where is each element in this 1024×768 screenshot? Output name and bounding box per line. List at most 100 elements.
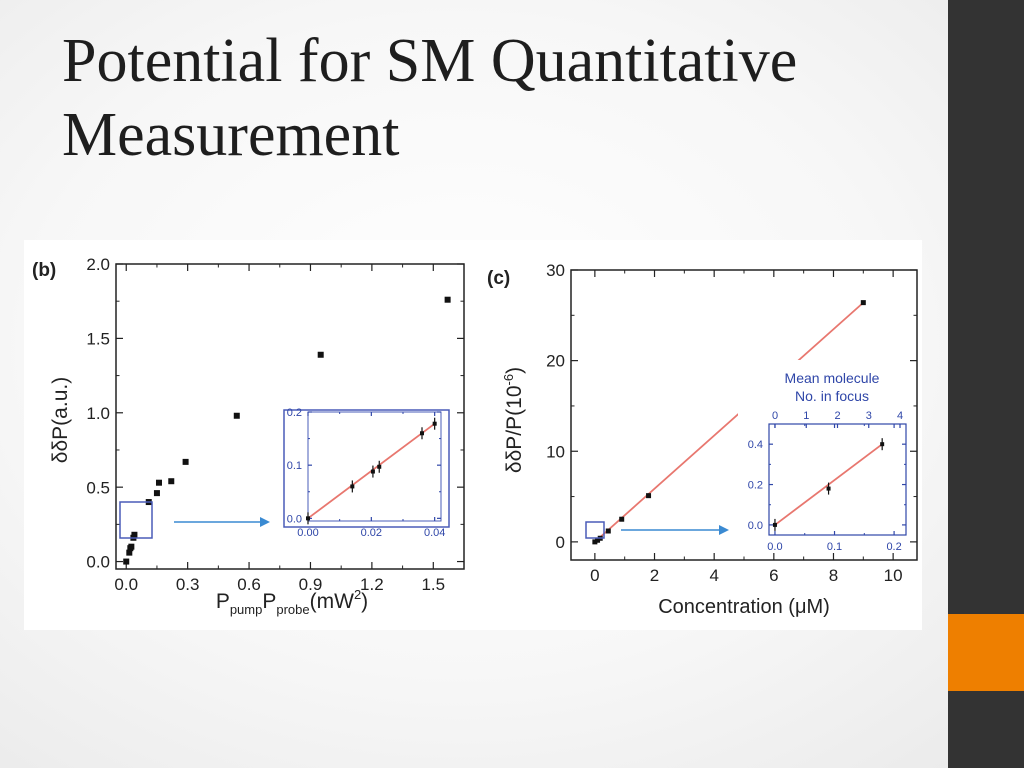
chart-b-xlabel: PpumpPprobe(mW2) [216, 587, 368, 617]
chart-c-x-tick-label: 6 [769, 566, 778, 585]
chart-b-xlabel-end: ) [361, 590, 368, 613]
panel-c-label: (c) [487, 268, 510, 289]
chart-c-inset-point [880, 442, 885, 447]
chart-c-fit-line [594, 301, 864, 543]
chart-b-y-tick-label: 0.5 [86, 478, 110, 497]
chart-b-zoom-box [119, 501, 153, 539]
chart-c-inset-y-tick-label: 0.2 [748, 480, 763, 492]
chart-b-inset-point [370, 469, 375, 474]
chart-b-inset-x-tick-labels: 0.00 0.02 0.04 [297, 527, 445, 539]
chart-b-point [182, 458, 189, 465]
chart-b-y-tick-label: 1.5 [86, 330, 110, 349]
chart-c-y-tick-label: 0 [556, 533, 565, 552]
chart-c-inset-title-2: No. in focus [795, 388, 869, 404]
chart-c-inset-y-tick-label: 0.0 [748, 520, 763, 532]
chart-c-point [605, 528, 611, 534]
chart-b-zoom-arrow-head [260, 517, 270, 527]
chart-b-x-tick-label: 1.2 [360, 575, 384, 594]
chart-b-y-tick-label: 2.0 [86, 255, 110, 274]
chart-c-x-tick-label: 0 [590, 566, 599, 585]
chart-c-y-tick-label: 10 [546, 442, 565, 461]
chart-b-xlabel-sub1: pump [230, 602, 263, 617]
chart-b-inset-frame [283, 409, 450, 528]
chart-b-y-tick-labels: 0.0 0.5 1.0 1.5 2.0 [86, 255, 110, 572]
chart-c-inset-y-tick-labels: 0.0 0.2 0.4 [748, 439, 763, 532]
chart-b-point [444, 296, 451, 303]
chart-c-inset-point [772, 522, 777, 527]
chart-c-inset: Mean molecule No. in focus 0 1 2 3 4 0.0 0.1 0… [738, 360, 910, 553]
chart-b-inset-point [306, 516, 310, 521]
chart-b-y-tick-label: 1.0 [86, 404, 110, 423]
slide-title-line1: Potential for SM Quantitative [62, 27, 798, 95]
chart-c-xlabel: Concentration (μM) [658, 596, 830, 618]
chart-b-x-tick-label: 0.3 [176, 575, 200, 594]
chart-c-inset-title-1: Mean molecule [785, 370, 880, 386]
chart-c-inset-points [772, 438, 885, 531]
chart-c-inset-top-tick-labels: 0 1 2 3 4 [772, 410, 903, 422]
chart-c-ticks [571, 269, 917, 560]
chart-c-y-tick-labels: 0 10 20 30 [546, 261, 565, 552]
chart-c-ylabel-end: ) [503, 367, 526, 374]
chart-b-inset-x-tick-label: 0.04 [424, 527, 445, 539]
chart-b-xlabel-p2: P [262, 590, 276, 613]
chart-b-inset-y-tick-label: 0.1 [287, 460, 302, 472]
chart-c-point [619, 516, 625, 522]
chart-c-y-tick-label: 20 [546, 352, 565, 371]
chart-c-point [592, 539, 598, 545]
chart-b-x-tick-labels: 0.0 0.3 0.6 0.9 1.2 1.5 [114, 575, 445, 594]
chart-b-xlabel-p1: P [216, 590, 230, 613]
chart-b-inset-y-tick-label: 0.0 [287, 513, 302, 525]
chart-c-inset-top-tick-label: 0 [772, 410, 778, 422]
chart-b-inset: 0.00 0.02 0.04 0.0 0.1 0.2 [283, 407, 450, 539]
chart-c-inset-x-tick-labels: 0.0 0.1 0.2 [767, 541, 901, 553]
chart-b-point [155, 479, 162, 486]
chart-b-inset-x-tick-label: 0.00 [297, 527, 318, 539]
panel-b-label: (b) [32, 260, 56, 281]
chart-b-point [317, 351, 324, 358]
chart-c-point [646, 493, 652, 499]
chart-b-inset-point [350, 484, 355, 489]
chart-c-inset-top-tick-label: 2 [834, 410, 840, 422]
chart-b-inset-ticks [307, 411, 441, 521]
chart-b-point [123, 558, 130, 565]
chart-c-zoom-arrow-head [719, 525, 729, 535]
chart-c-x-tick-label: 2 [650, 566, 659, 585]
chart-b-y-tick-label: 0.0 [86, 553, 110, 572]
chart-c-zoom-box [585, 521, 605, 539]
chart-c-inset-top-tick-label: 3 [866, 410, 872, 422]
chart-b-inset-y-tick-label: 0.2 [287, 407, 302, 419]
chart-b-x-tick-label: 0.9 [299, 575, 323, 594]
chart-b-point [126, 549, 133, 556]
chart-c-point [860, 300, 866, 306]
chart-c-inset-ticks [769, 424, 906, 535]
chart-b-inset-y-tick-labels: 0.0 0.1 0.2 [287, 407, 302, 525]
chart-c-inset-top-tick-label: 1 [803, 410, 809, 422]
chart-c-ylabel: δδP/P(10-6) [501, 367, 526, 473]
chart-b-point [128, 543, 135, 550]
chart-b-x-tick-label: 1.5 [421, 575, 445, 594]
chart-b-inset-point [377, 464, 382, 469]
chart-b-xlabel-sub2: probe [276, 602, 309, 617]
decorative-accent-block [948, 614, 1024, 691]
chart-b-point [233, 412, 240, 419]
chart-c-inset-top-tick-label: 4 [897, 410, 903, 422]
chart-c-y-tick-label: 30 [546, 261, 565, 280]
chart-c-x-tick-labels: 0 2 4 6 8 10 [590, 566, 902, 585]
figure-svg: (b) 0.0 0.3 0.6 0.9 1.2 1.5 0.0 0.5 1.0 1.5 2.0 δ… [32, 255, 918, 618]
chart-b: (b) 0.0 0.3 0.6 0.9 1.2 1.5 0.0 0.5 1.0 1.5 2.0 δ… [32, 255, 465, 617]
chart-b-ylabel: δδP(a.u.) [49, 377, 72, 463]
slide-title-line2: Measurement [62, 101, 400, 169]
chart-c-x-tick-label: 8 [829, 566, 838, 585]
chart-b-inset-points [306, 417, 437, 525]
chart-c-inset-x-tick-label: 0.0 [767, 541, 782, 553]
chart-c-inset-background [738, 360, 910, 546]
chart-b-x-tick-label: 0.0 [114, 575, 138, 594]
chart-b-inset-x-tick-label: 0.02 [361, 527, 382, 539]
chart-c-inset-y-tick-label: 0.4 [748, 439, 763, 451]
chart-c-inset-x-tick-label: 0.2 [886, 541, 901, 553]
chart-b-point [131, 531, 138, 538]
chart-b-point [153, 490, 160, 497]
chart-b-xlabel-unit: (mW [310, 590, 354, 613]
chart-b-x-tick-label: 0.6 [237, 575, 261, 594]
